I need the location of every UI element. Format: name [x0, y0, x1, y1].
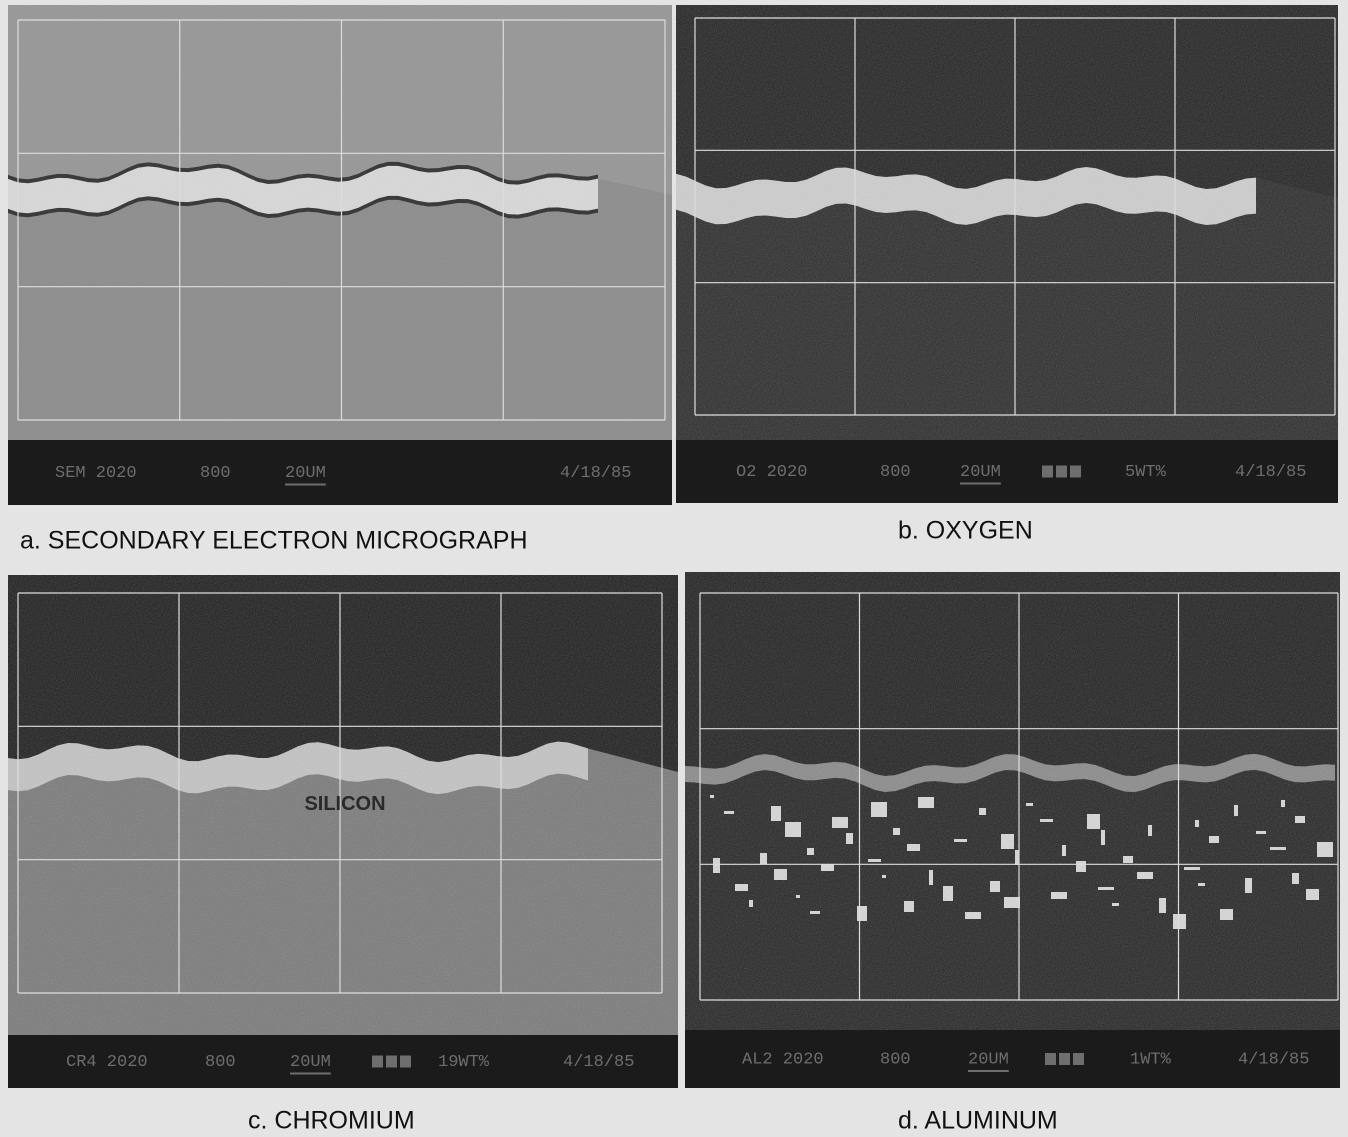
- micrograph-panel: SEM 2020 800 20UM 4/18/85: [8, 5, 672, 505]
- level-block: [1070, 466, 1081, 478]
- info-text: AL2 2020: [742, 1050, 824, 1069]
- info-text: 1WT%: [1130, 1050, 1172, 1069]
- info-text: 800: [880, 1050, 911, 1069]
- micrograph-panel: AL2 2020 800 20UM 1WT% 4/18/85: [685, 572, 1340, 1088]
- level-block: [1059, 1053, 1070, 1065]
- panel-caption: d. ALUMINUM: [898, 1107, 1058, 1135]
- panel-caption: c. CHROMIUM: [248, 1107, 415, 1135]
- level-block: [1042, 466, 1053, 478]
- level-block: [386, 1056, 397, 1068]
- figure: SEM 2020 800 20UM 4/18/85 a. SECONDARY ELECT…: [0, 0, 1348, 1137]
- info-text: 19WT%: [438, 1053, 490, 1072]
- panel-caption: a. SECONDARY ELECTRON MICROGRAPH: [20, 527, 528, 555]
- micrograph-panel: O2 2020 800 20UM 5WT% 4/18/85: [676, 5, 1338, 503]
- image-noise: [8, 5, 672, 440]
- info-text: 20UM: [968, 1050, 1009, 1069]
- info-text: 4/18/85: [1238, 1050, 1309, 1069]
- info-text: 4/18/85: [560, 464, 631, 483]
- info-text: CR4 2020: [66, 1053, 148, 1072]
- level-block: [400, 1056, 411, 1068]
- info-text: 20UM: [285, 464, 326, 483]
- info-text: 20UM: [290, 1053, 331, 1072]
- image-noise: [676, 5, 1338, 440]
- info-text: 800: [880, 463, 911, 482]
- level-block: [1056, 466, 1067, 478]
- info-text: 20UM: [960, 463, 1001, 482]
- info-text: SEM 2020: [55, 464, 137, 483]
- info-text: 4/18/85: [563, 1053, 634, 1072]
- image-noise: [685, 572, 1340, 1030]
- micrograph-panel: CR4 2020 800 20UM 19WT% 4/18/85 SILICON: [8, 575, 678, 1088]
- info-text: 5WT%: [1125, 463, 1167, 482]
- page: SEM 2020 800 20UM 4/18/85 a. SECONDARY ELECT…: [0, 0, 1348, 1137]
- panel-caption: b. OXYGEN: [898, 517, 1033, 545]
- element-label: SILICON: [304, 793, 385, 815]
- info-text: O2 2020: [736, 463, 807, 482]
- level-block: [1045, 1053, 1056, 1065]
- info-text: 4/18/85: [1235, 463, 1306, 482]
- info-text: 800: [200, 464, 231, 483]
- info-text: 800: [205, 1053, 236, 1072]
- level-block: [1073, 1053, 1084, 1065]
- level-block: [372, 1056, 383, 1068]
